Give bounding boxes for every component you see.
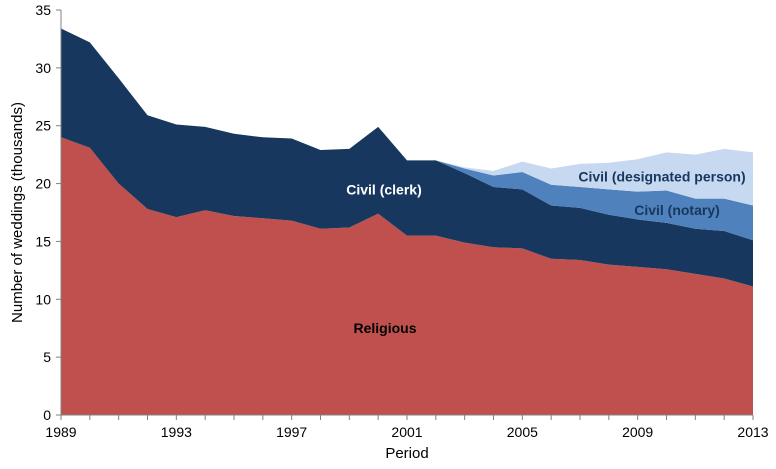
area-label-religious: Religious (353, 320, 416, 336)
x-tick-label: 2013 (737, 424, 768, 440)
x-tick-label: 1993 (161, 424, 192, 440)
area-label-civil-clerk: Civil (clerk) (346, 181, 421, 197)
y-tick-label: 15 (35, 233, 51, 249)
x-axis-ticks: 1989 1993 1997 2001 2005 2009 2013 (45, 415, 769, 440)
x-tick-label: 2005 (507, 424, 538, 440)
x-tick-label: 1997 (276, 424, 307, 440)
x-tick-label: 1989 (45, 424, 76, 440)
y-tick-label: 10 (35, 291, 51, 307)
area-labels: Religious Civil (clerk) Civil (notary) Civi… (346, 169, 745, 337)
y-tick-label: 20 (35, 176, 51, 192)
area-label-civil-designated-person: Civil (designated person) (578, 169, 745, 185)
area-religious (61, 137, 753, 416)
y-axis-title: Number of weddings (thousands) (9, 102, 26, 323)
y-tick-label: 30 (35, 60, 51, 76)
y-tick-label: 35 (35, 2, 51, 18)
y-tick-label: 0 (43, 407, 51, 423)
area-label-civil-notary: Civil (notary) (634, 202, 720, 218)
y-tick-label: 5 (43, 349, 51, 365)
area-civil-designated-person (61, 28, 753, 206)
y-tick-label: 25 (35, 118, 51, 134)
y-axis-ticks: 0 5 10 15 20 25 30 35 (35, 2, 61, 423)
area-civil-clerk (61, 28, 753, 287)
x-tick-label: 2009 (622, 424, 653, 440)
area-series-group (61, 28, 753, 416)
x-tick-label: 2001 (391, 424, 422, 440)
area-civil-notary (61, 28, 753, 241)
x-axis-title: Period (385, 445, 428, 462)
